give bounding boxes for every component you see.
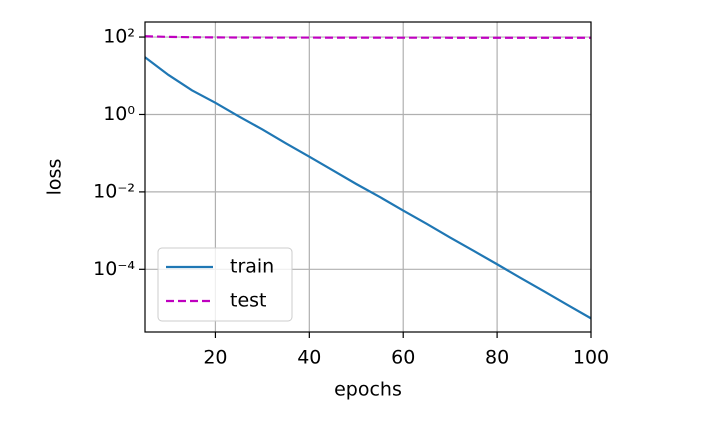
x-tick-label: 40 xyxy=(297,347,321,369)
plot-frame xyxy=(144,21,592,333)
x-tick-label: 60 xyxy=(391,347,415,369)
x-axis-label: epochs xyxy=(334,379,402,401)
y-tick-label: 10⁰ xyxy=(103,103,135,125)
x-tick-label: 80 xyxy=(485,347,509,369)
data-line xyxy=(144,35,591,39)
data-line xyxy=(144,56,592,320)
x-tick-label: 20 xyxy=(203,347,227,369)
legend-label: train xyxy=(230,256,274,278)
x-tick-label: 100 xyxy=(573,347,609,369)
y-tick-label: 10⁻⁴ xyxy=(93,258,135,280)
y-tick-label: 10² xyxy=(103,26,135,48)
y-tick-label: 10⁻² xyxy=(93,180,135,202)
legend-label: test xyxy=(230,290,267,312)
y-axis-label: loss xyxy=(44,159,66,196)
